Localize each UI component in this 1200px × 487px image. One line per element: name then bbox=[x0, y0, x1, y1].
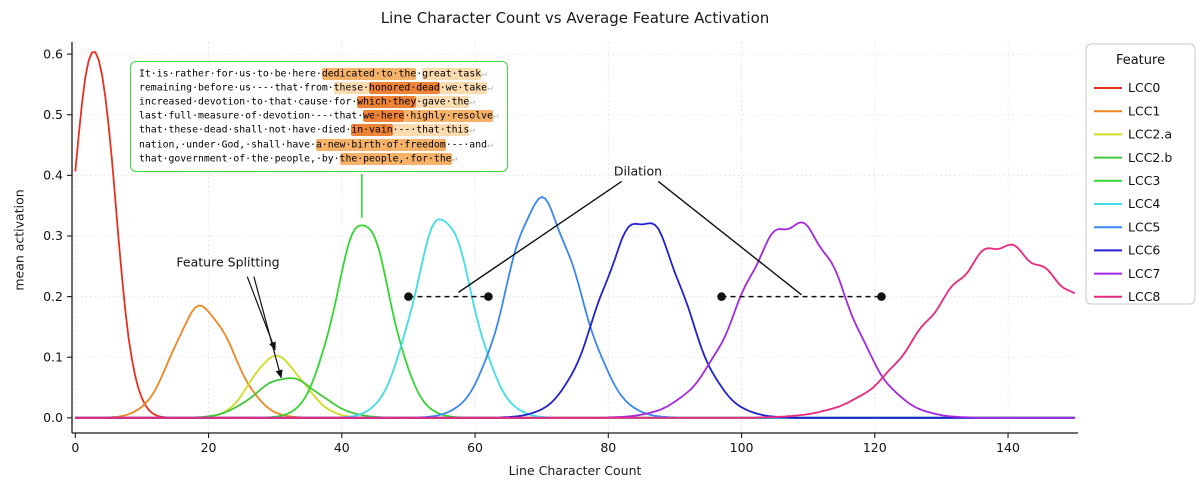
series-line-LCC5 bbox=[75, 196, 1075, 419]
end-of-line-marker: ↵ bbox=[487, 139, 493, 151]
highlighted-token-span: dedicated·to·the bbox=[321, 67, 417, 80]
highlighted-token-span: ·--·that·this bbox=[392, 124, 470, 137]
y-axis-label: mean activation bbox=[11, 189, 27, 291]
plain-token-span: that·these·dead·shall·not·have·died· bbox=[139, 124, 352, 136]
y-tick-label: 0.3 bbox=[43, 228, 63, 243]
annotation-text-line: that·government·of·the·people,·by·the·pe… bbox=[139, 152, 499, 166]
dilation-dot bbox=[877, 292, 886, 301]
legend-label-LCC1: LCC1 bbox=[1128, 103, 1160, 118]
legend-entry-LCC7: LCC7 bbox=[1094, 266, 1160, 281]
plain-token-span: remaining·before·us·--·that·from· bbox=[139, 82, 334, 94]
highlighted-token-span: great·task bbox=[422, 67, 482, 80]
legend-entry-LCC3: LCC3 bbox=[1094, 173, 1160, 188]
dilation-pointer-line bbox=[458, 180, 623, 293]
annotation-text-line: remaining·before·us·--·that·from·these·h… bbox=[139, 81, 499, 95]
y-tick-label: 0.0 bbox=[43, 410, 63, 425]
end-of-line-marker: ↵ bbox=[469, 124, 476, 136]
legend-label-LCC6: LCC6 bbox=[1128, 243, 1160, 258]
annotation-text-line: that·these·dead·shall·not·have·died·in·v… bbox=[139, 124, 499, 138]
highlighted-token-span: a·new·birth·of·freedom bbox=[315, 138, 446, 151]
x-tick-label: 60 bbox=[467, 440, 483, 455]
x-axis-label: Line Character Count bbox=[508, 463, 642, 478]
dilation-dot bbox=[404, 292, 413, 301]
legend-entry-LCC2.b: LCC2.b bbox=[1094, 150, 1172, 165]
x-tick-label: 120 bbox=[863, 440, 887, 455]
end-of-line-marker: ↵ bbox=[451, 153, 458, 165]
legend-label-LCC2.b: LCC2.b bbox=[1128, 150, 1172, 165]
y-tick-label: 0.4 bbox=[43, 168, 63, 183]
y-tick-label: 0.1 bbox=[43, 349, 63, 364]
legend-entry-LCC4: LCC4 bbox=[1094, 196, 1160, 211]
highlighted-text-annotation-box: It·is·rather·for·us·to·be·here·dedicated… bbox=[130, 61, 508, 173]
legend-entry-LCC1: LCC1 bbox=[1094, 103, 1160, 118]
highlighted-token-span: the·people,·for·the bbox=[339, 152, 452, 165]
series-line-LCC7 bbox=[75, 221, 1075, 419]
highlighted-token-span: we·here bbox=[363, 110, 405, 123]
plain-token-span: · bbox=[416, 68, 423, 79]
highlighted-token-span: ·gave·the bbox=[416, 95, 470, 108]
plain-token-span: that·government·of·the·people,·by· bbox=[139, 153, 340, 165]
highlighted-token-span: honored·dead bbox=[369, 81, 440, 94]
legend-entry-LCC2.a: LCC2.a bbox=[1094, 127, 1172, 142]
x-tick-label: 0 bbox=[71, 440, 79, 455]
series-line-LCC8 bbox=[75, 243, 1076, 419]
plain-token-span: nation,·under·God,·shall·have· bbox=[139, 139, 316, 151]
annotation-text-line: It·is·rather·for·us·to·be·here·dedicated… bbox=[139, 67, 499, 81]
series-line-LCC6 bbox=[75, 222, 1075, 419]
feature-splitting-arrow bbox=[253, 276, 283, 379]
plain-token-span: last·full·measure·of·devotion·--·that· bbox=[139, 110, 364, 122]
highlighted-token-span: these· bbox=[333, 81, 370, 94]
legend-entry-LCC0: LCC0 bbox=[1094, 80, 1160, 95]
legend-box bbox=[1085, 43, 1196, 305]
legend-label-LCC2.a: LCC2.a bbox=[1128, 127, 1172, 142]
x-tick-label: 20 bbox=[201, 440, 217, 455]
end-of-line-marker: ↵ bbox=[469, 96, 476, 108]
legend-title: Feature bbox=[1116, 53, 1165, 68]
end-of-line-marker: ↵ bbox=[492, 110, 499, 122]
dilation-dot bbox=[484, 292, 493, 301]
end-of-line-marker: ↵ bbox=[481, 68, 488, 79]
highlighted-token-span: in·vain bbox=[351, 124, 393, 137]
annotation-text-line: increased·devotion·to·that·cause·for·whi… bbox=[139, 95, 499, 109]
legend-label-LCC8: LCC8 bbox=[1128, 289, 1160, 304]
y-tick-label: 0.6 bbox=[43, 46, 63, 61]
end-of-line-marker: ↵ bbox=[487, 82, 493, 94]
x-tick-label: 100 bbox=[730, 440, 754, 455]
dilation-annotation-label: Dilation bbox=[613, 163, 663, 179]
plain-token-span: ·--·and bbox=[445, 139, 488, 151]
dilation-dot bbox=[717, 292, 726, 301]
x-tick-label: 40 bbox=[334, 440, 350, 455]
highlighted-token-span: ·highly·resolve bbox=[404, 110, 493, 123]
annotation-text-line: last·full·measure·of·devotion·--·that·we… bbox=[139, 110, 499, 124]
feature-splitting-annotation-label: Feature Splitting bbox=[176, 254, 280, 270]
plain-token-span: increased·devotion·to·that·cause·for· bbox=[139, 96, 358, 108]
dilation-pointer-line bbox=[657, 180, 802, 296]
y-tick-label: 0.5 bbox=[43, 107, 63, 122]
series-line-LCC4 bbox=[75, 218, 1075, 419]
y-tick-label: 0.2 bbox=[43, 289, 63, 304]
legend-label-LCC3: LCC3 bbox=[1128, 173, 1160, 188]
x-tick-label: 140 bbox=[996, 440, 1020, 455]
x-tick-label: 80 bbox=[600, 440, 616, 455]
legend-entry-LCC6: LCC6 bbox=[1094, 243, 1160, 258]
plain-token-span: It·is·rather·for·us·to·be·here· bbox=[139, 68, 322, 79]
legend-entry-LCC5: LCC5 bbox=[1094, 219, 1160, 234]
legend-entry-LCC8: LCC8 bbox=[1094, 289, 1160, 304]
chart-title: Line Character Count vs Average Feature … bbox=[380, 9, 770, 27]
highlighted-token-span: ·we·take bbox=[439, 81, 488, 94]
series-line-LCC2.a bbox=[75, 354, 1075, 419]
legend-label-LCC7: LCC7 bbox=[1128, 266, 1160, 281]
annotation-text-line: nation,·under·God,·shall·have·a·new·birt… bbox=[139, 138, 499, 152]
legend-label-LCC5: LCC5 bbox=[1128, 219, 1160, 234]
legend-label-LCC0: LCC0 bbox=[1128, 80, 1160, 95]
legend-label-LCC4: LCC4 bbox=[1128, 196, 1160, 211]
highlighted-token-span: which·they bbox=[357, 95, 417, 108]
